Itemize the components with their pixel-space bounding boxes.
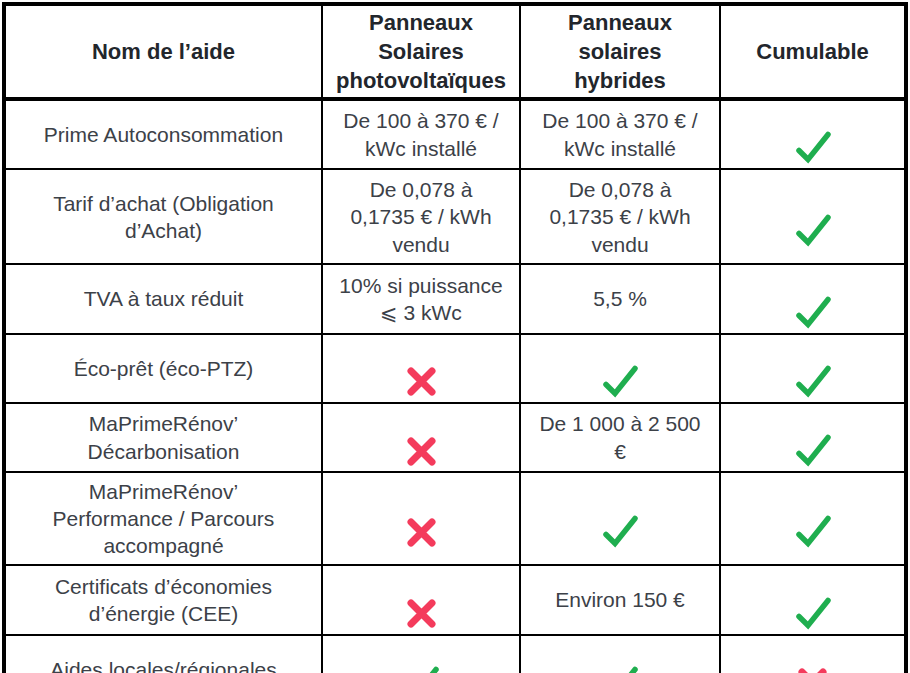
column-header: Panneaux solaires hybrides — [520, 4, 720, 99]
cell-check — [720, 264, 906, 333]
table-row: MaPrimeRénov’ Décarbonisation De 1 000 à… — [4, 403, 906, 472]
cell-cross — [322, 334, 520, 403]
check-icon — [792, 295, 834, 331]
table-body: Prime AutoconsommationDe 100 à 370 € / k… — [4, 99, 906, 673]
check-icon — [792, 514, 834, 550]
aid-name-cell: Aides locales/régionales — [4, 635, 322, 673]
cell-check — [720, 472, 906, 565]
cell-check — [720, 169, 906, 264]
aides-table-figure: Nom de l’aidePanneaux Solaires photovolt… — [0, 0, 910, 673]
aid-name-cell: Éco-prêt (éco-PTZ) — [4, 334, 322, 403]
cell-cross — [322, 472, 520, 565]
table-row: Aides locales/régionales — [4, 635, 906, 673]
column-header: Nom de l’aide — [4, 4, 322, 99]
cell-check — [720, 403, 906, 472]
column-header: Panneaux Solaires photovoltaïques — [322, 4, 520, 99]
cell-check — [520, 334, 720, 403]
aid-name-cell: MaPrimeRénov’ Performance / Parcours acc… — [4, 472, 322, 565]
cell-check — [720, 99, 906, 169]
column-header: Cumulable — [720, 4, 906, 99]
value-cell: De 0,078 à 0,1735 € / kWh vendu — [322, 169, 520, 264]
cell-check — [322, 635, 520, 673]
check-icon — [400, 665, 442, 673]
value-cell: 10% si puissance ⩽ 3 kWc — [322, 264, 520, 333]
table-row: Certificats d’économies d’énergie (CEE) … — [4, 565, 906, 634]
value-cell: De 100 à 370 € / kWc installé — [520, 99, 720, 169]
table-row: TVA à taux réduit10% si puissance ⩽ 3 kW… — [4, 264, 906, 333]
cell-check — [720, 565, 906, 634]
table-row: Tarif d’achat (Obligation d’Achat)De 0,0… — [4, 169, 906, 264]
cell-check — [720, 334, 906, 403]
check-icon — [792, 433, 834, 469]
cell-cross — [322, 403, 520, 472]
cell-cross — [322, 565, 520, 634]
table-row: Prime AutoconsommationDe 100 à 370 € / k… — [4, 99, 906, 169]
aides-comparison-table: Nom de l’aidePanneaux Solaires photovolt… — [2, 2, 908, 673]
cross-icon — [405, 597, 438, 630]
check-icon — [792, 364, 834, 400]
check-icon — [599, 665, 641, 673]
value-cell: De 1 000 à 2 500 € — [520, 403, 720, 472]
table-row: MaPrimeRénov’ Performance / Parcours acc… — [4, 472, 906, 565]
cross-icon — [405, 516, 438, 549]
value-cell: De 0,078 à 0,1735 € / kWh vendu — [520, 169, 720, 264]
value-cell: 5,5 % — [520, 264, 720, 333]
cell-cross — [720, 635, 906, 673]
value-cell: Environ 150 € — [520, 565, 720, 634]
check-icon — [599, 364, 641, 400]
header-row: Nom de l’aidePanneaux Solaires photovolt… — [4, 4, 906, 99]
aid-name-cell: Prime Autoconsommation — [4, 99, 322, 169]
check-icon — [792, 213, 834, 249]
cell-check — [520, 472, 720, 565]
cross-icon — [405, 365, 438, 398]
cell-check — [520, 635, 720, 673]
check-icon — [792, 130, 834, 166]
cross-icon — [405, 435, 438, 468]
value-cell: De 100 à 370 € / kWc installé — [322, 99, 520, 169]
check-icon — [792, 596, 834, 632]
aid-name-cell: MaPrimeRénov’ Décarbonisation — [4, 403, 322, 472]
cross-icon — [796, 666, 829, 673]
aid-name-cell: Certificats d’économies d’énergie (CEE) — [4, 565, 322, 634]
table-row: Éco-prêt (éco-PTZ) — [4, 334, 906, 403]
check-icon — [599, 514, 641, 550]
aid-name-cell: Tarif d’achat (Obligation d’Achat) — [4, 169, 322, 264]
aid-name-cell: TVA à taux réduit — [4, 264, 322, 333]
